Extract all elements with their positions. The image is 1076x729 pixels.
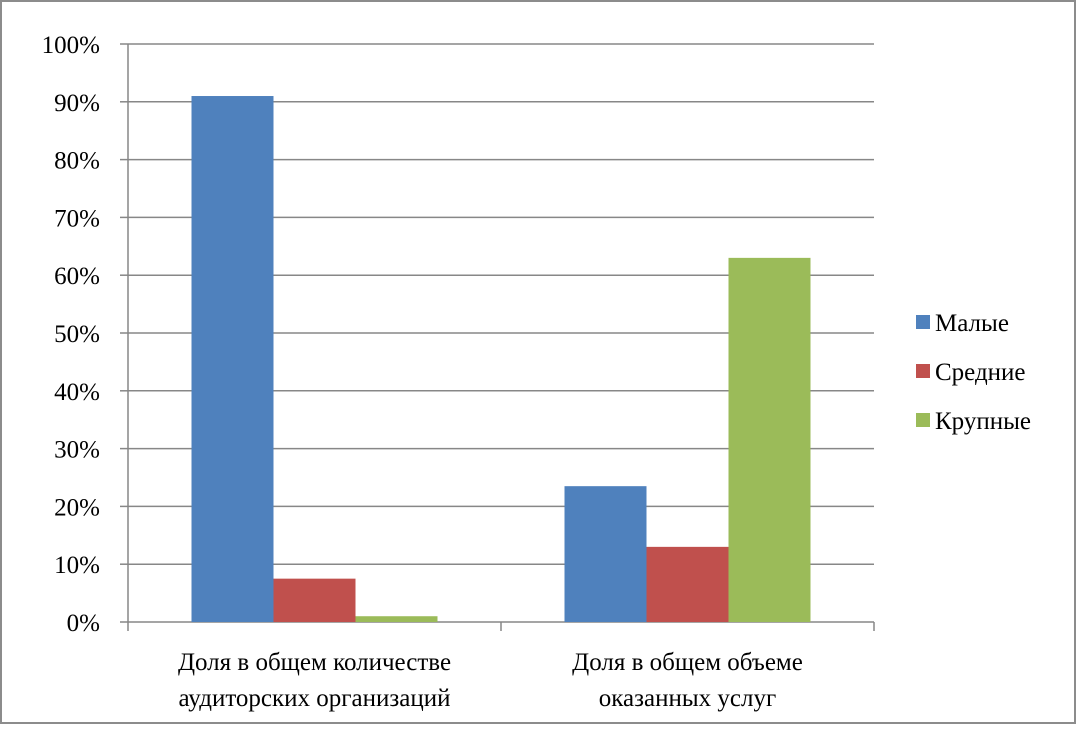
x-category-label: оказанных услуг xyxy=(599,685,776,712)
bar-Малые xyxy=(191,96,274,622)
x-category-label: Доля в общем количестве xyxy=(178,649,451,676)
y-tick-label: 30% xyxy=(54,437,100,464)
x-category-label: Доля в общем объеме xyxy=(572,649,803,676)
y-tick-label: 40% xyxy=(54,379,100,406)
legend-swatch xyxy=(916,413,930,427)
legend-label: Крупные xyxy=(935,408,1031,435)
y-axis-tick-labels: 0% 10% 20% 30% 40% 50% 60% 70% 80% 90% 100% xyxy=(42,32,100,637)
bar-Крупные xyxy=(728,257,811,622)
y-tick-label: 10% xyxy=(54,552,100,579)
y-tick-label: 90% xyxy=(54,90,100,117)
legend-swatch xyxy=(916,315,930,329)
y-tick-label: 20% xyxy=(54,494,100,521)
legend-swatch xyxy=(916,364,930,378)
y-tick-label: 80% xyxy=(54,148,100,175)
y-tick-label: 50% xyxy=(54,321,100,348)
bar-Малые xyxy=(564,486,647,622)
bar-Средние xyxy=(273,578,356,622)
x-category-label: аудиторских организаций xyxy=(178,685,450,712)
bar-Средние xyxy=(646,546,729,622)
x-axis-category-labels: Доля в общем количестве аудиторских орган… xyxy=(178,649,803,712)
legend-label: Малые xyxy=(935,310,1009,337)
y-tick-label: 100% xyxy=(42,32,100,59)
y-tick-label: 70% xyxy=(54,205,100,232)
y-tick-label: 60% xyxy=(54,263,100,290)
bars xyxy=(191,96,811,622)
legend-label: Средние xyxy=(935,359,1026,386)
bar-Крупные xyxy=(355,616,438,622)
legend: Малые Средние Крупные xyxy=(916,310,1031,435)
y-tick-label: 0% xyxy=(67,610,100,637)
